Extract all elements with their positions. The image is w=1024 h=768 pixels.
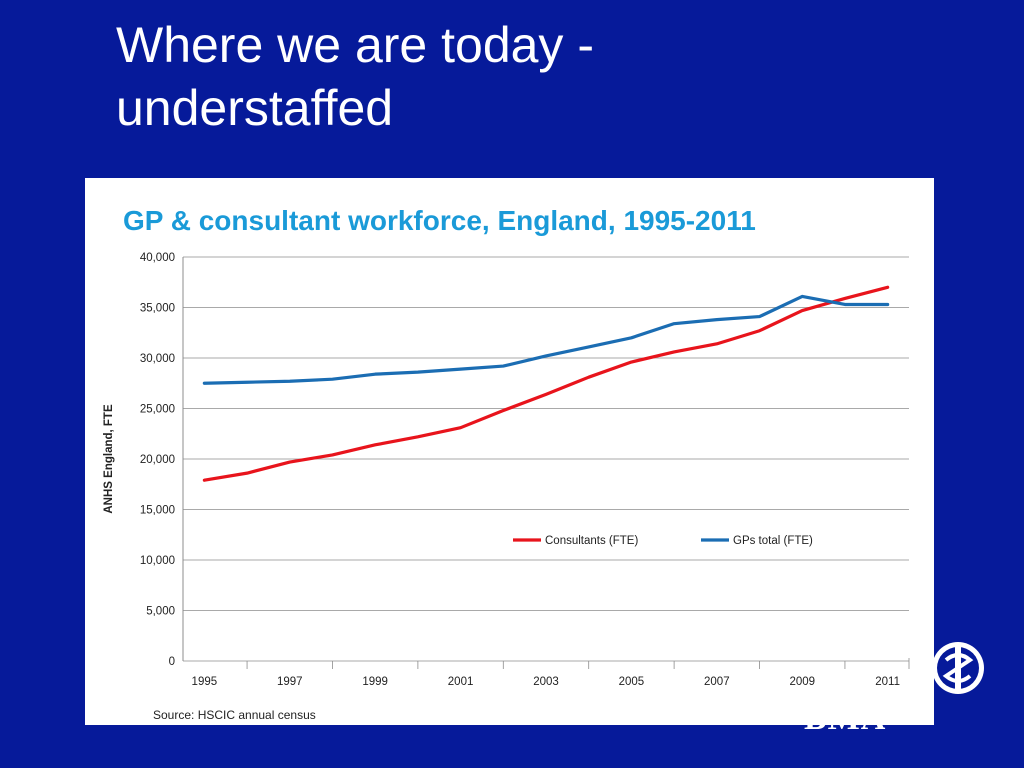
- series-line-consultants: [202, 285, 890, 482]
- x-tick-label: 2003: [533, 676, 559, 688]
- x-tick-label: 2007: [704, 676, 730, 688]
- y-tick-label: 10,000: [140, 555, 175, 567]
- legend-label: Consultants (FTE): [545, 535, 638, 547]
- legend-label: GPs total (FTE): [733, 535, 813, 547]
- y-tick-label: 15,000: [140, 505, 175, 517]
- x-tick-label: 1997: [277, 676, 303, 688]
- y-tick-label: 20,000: [140, 454, 175, 466]
- chart-title: GP & consultant workforce, England, 1995…: [123, 205, 756, 236]
- y-tick-label: 0: [169, 656, 175, 668]
- x-tick-label: 1995: [192, 676, 218, 688]
- slide-title: Where we are today - understaffed: [116, 14, 876, 140]
- y-axis-label: ANHS England, FTE: [103, 404, 115, 514]
- x-tick-label: 2005: [619, 676, 645, 688]
- y-tick-label: 25,000: [140, 404, 175, 416]
- slide-title-line-1: Where we are today -: [116, 17, 594, 73]
- y-tick-label: 5,000: [146, 606, 175, 618]
- x-tick-label: 2009: [789, 676, 815, 688]
- x-tick-label: 1999: [362, 676, 388, 688]
- y-tick-label: 40,000: [140, 252, 175, 264]
- workforce-line-chart: GP & consultant workforce, England, 1995…: [103, 205, 910, 722]
- x-tick-label: 2011: [875, 676, 900, 688]
- bma-logo-text: BMA: [804, 702, 887, 732]
- series-line-gps: [202, 294, 890, 385]
- chart-source: Source: HSCIC annual census: [153, 708, 316, 722]
- y-tick-label: 30,000: [140, 353, 175, 365]
- bma-logo-icon: [932, 642, 984, 694]
- x-tick-label: 2001: [448, 676, 474, 688]
- slide-title-line-2: understaffed: [116, 80, 394, 136]
- chart-panel: GP & consultant workforce, England, 1995…: [85, 178, 934, 725]
- y-tick-label: 35,000: [140, 303, 175, 315]
